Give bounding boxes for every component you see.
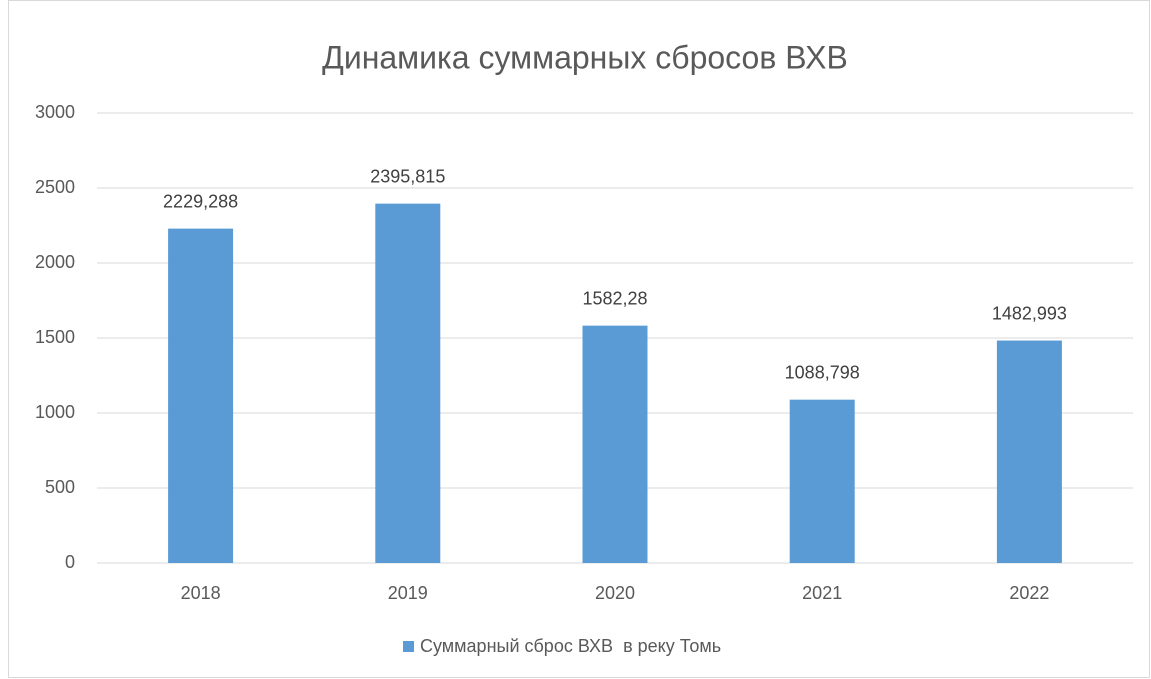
- data-label: 2229,288: [163, 191, 238, 211]
- y-tick-label: 3000: [35, 102, 75, 122]
- data-label: 1582,28: [582, 288, 647, 308]
- y-tick-label: 2500: [35, 177, 75, 197]
- chart-title: Динамика суммарных сбросов ВХВ: [322, 39, 848, 75]
- bar: [582, 325, 648, 563]
- bar: [789, 399, 855, 563]
- x-tick-label: 2019: [388, 583, 428, 603]
- y-tick-label: 2000: [35, 252, 75, 272]
- legend-label: Суммарный сброс ВХВ в реку Томь: [420, 636, 721, 656]
- y-tick-label: 1500: [35, 327, 75, 347]
- data-label: 1088,798: [785, 362, 860, 382]
- bar: [168, 228, 234, 563]
- data-label: 1482,993: [992, 303, 1067, 323]
- x-tick-label: 2021: [802, 583, 842, 603]
- bar: [375, 203, 441, 563]
- data-label: 2395,815: [370, 166, 445, 186]
- x-tick-label: 2018: [181, 583, 221, 603]
- y-tick-label: 500: [45, 477, 75, 497]
- bar: [996, 340, 1062, 563]
- y-tick-label: 1000: [35, 402, 75, 422]
- x-tick-label: 2022: [1009, 583, 1049, 603]
- y-tick-label: 0: [65, 552, 75, 572]
- legend-swatch: [403, 641, 414, 652]
- x-tick-label: 2020: [595, 583, 635, 603]
